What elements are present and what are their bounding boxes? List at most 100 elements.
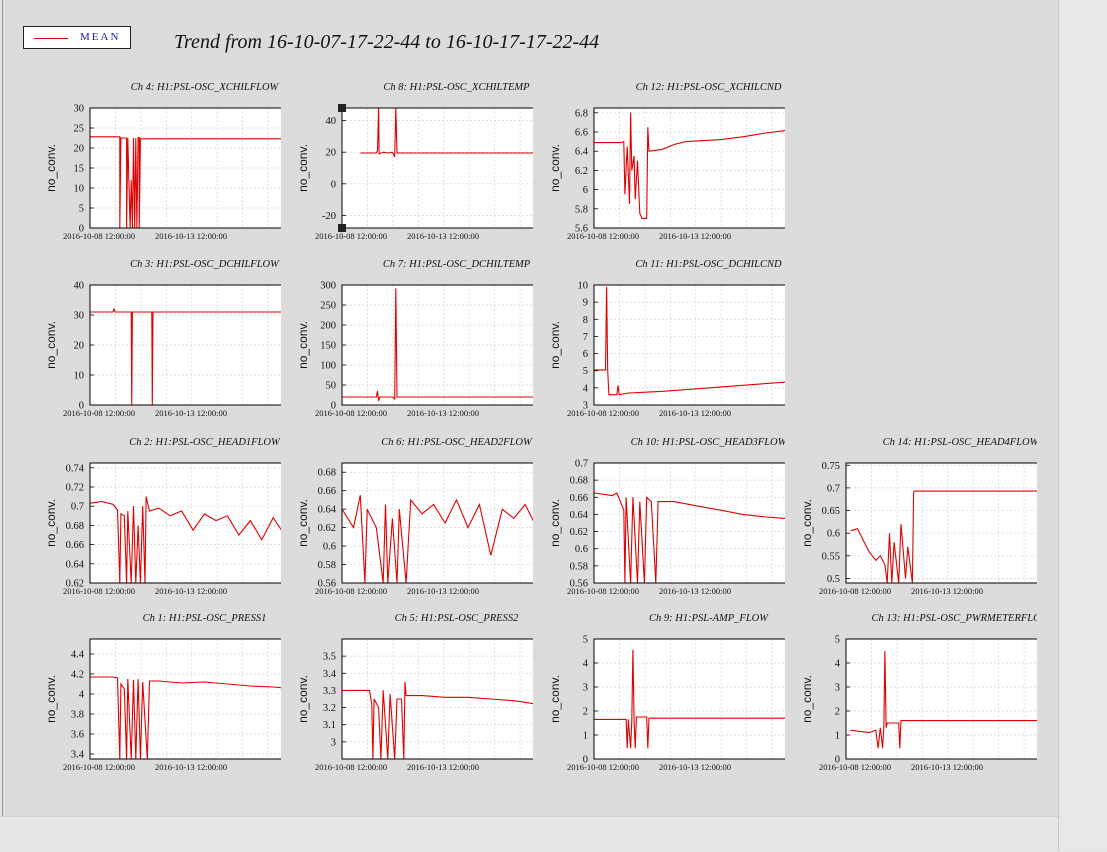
y-tick-label: 150 [320, 341, 336, 352]
plot-frame [341, 284, 533, 406]
chart-panel-ch8[interactable]: Ch 8: H1:PSL-OSC_XCHILTEMP -20 0 20 40 2016-1… [293, 76, 533, 248]
y-tick-label: 0.56 [318, 579, 336, 590]
plot-area [90, 463, 281, 583]
y-tick-label: 7 [583, 332, 588, 343]
y-axis-label: no_conv. [800, 499, 814, 547]
series-line-mean [342, 495, 533, 583]
plot-frame [341, 107, 533, 229]
x-tick-label: 2016-10-08 12:00:00 [63, 586, 135, 596]
x-tick-label: 2016-10-08 12:00:00 [315, 231, 387, 241]
y-tick-label: 1 [583, 731, 588, 742]
series-line-mean [342, 288, 533, 402]
x-tick-label: 2016-10-08 12:00:00 [315, 408, 387, 418]
y-axis-label: no_conv. [548, 675, 562, 723]
chart-panel-ch9: Ch 9: H1:PSL-AMP_FLOW 0 1 2 3 4 5 2016-10-08 12… [548, 613, 785, 772]
y-tick-label: 200 [320, 321, 336, 332]
chart-panel-ch3: Ch 3: H1:PSL-OSC_DCHILFLOW 0 10 20 30 40 2016-… [44, 259, 281, 418]
x-tick-label: 2016-10-08 12:00:00 [63, 762, 135, 772]
bottom-margin [0, 816, 1058, 852]
chart-title: Ch 6: H1:PSL-OSC_HEAD2FLOW [381, 437, 533, 448]
y-tick-label: 6.4 [575, 147, 589, 158]
y-tick-label: 0 [835, 755, 840, 766]
y-tick-label: 0 [583, 755, 588, 766]
y-tick-label: 3.1 [323, 720, 336, 731]
y-axis-label: no_conv. [800, 675, 814, 723]
y-tick-label: 40 [74, 281, 85, 292]
y-tick-label: 0.68 [570, 476, 588, 487]
chart-title: Ch 10: H1:PSL-OSC_HEAD3FLOW [631, 437, 785, 448]
x-tick-label: 2016-10-13 12:00:00 [659, 586, 731, 596]
series-line-mean [342, 681, 533, 759]
y-tick-label: 3 [835, 683, 840, 694]
y-tick-label: 2 [835, 707, 840, 718]
x-tick-label: 2016-10-08 12:00:00 [819, 586, 891, 596]
plot-area [90, 639, 281, 759]
chart-title: Ch 2: H1:PSL-OSC_HEAD1FLOW [129, 437, 281, 448]
series-line-mean [90, 676, 281, 759]
y-tick-label: 3.4 [71, 750, 85, 761]
legend-box: MEAN [23, 26, 131, 49]
y-tick-label: 2 [583, 707, 588, 718]
y-tick-label: 0.58 [318, 560, 336, 571]
y-tick-label: 3 [583, 683, 588, 694]
plot-frame [89, 107, 281, 229]
y-tick-label: 0.7 [827, 483, 840, 494]
y-tick-label: 0.62 [570, 527, 588, 538]
series-line-mean [90, 307, 281, 405]
plot-area [90, 108, 281, 228]
plot-frame [845, 638, 1037, 760]
chart-panel-ch13: Ch 13: H1:PSL-OSC_PWRMETERFLOW 0 1 2 3 4 5 2016… [800, 613, 1037, 772]
y-tick-label: 0.6 [827, 529, 840, 540]
y-axis-label: no_conv. [296, 675, 310, 723]
y-tick-label: 4 [79, 690, 85, 701]
x-tick-label: 2016-10-08 12:00:00 [63, 231, 135, 241]
x-tick-label: 2016-10-08 12:00:00 [315, 762, 387, 772]
chart-panel-ch14: Ch 14: H1:PSL-OSC_HEAD4FLOW 0.5 0.55 0.6 0.6… [800, 437, 1037, 596]
y-tick-label: 40 [326, 116, 337, 127]
y-tick-label: 0.64 [318, 505, 337, 516]
y-tick-label: 0 [79, 224, 84, 235]
selection-handle [338, 104, 346, 112]
y-tick-label: 4 [583, 659, 589, 670]
chart-panel-ch4: Ch 4: H1:PSL-OSC_XCHILFLOW 0 5 10 15 20 25 30 20… [44, 82, 281, 241]
chart-title: Ch 11: H1:PSL-OSC_DCHILCND [635, 259, 782, 270]
y-tick-label: 0.7 [575, 459, 588, 470]
selection-handle [338, 224, 346, 232]
y-tick-label: 0.55 [822, 551, 840, 562]
y-tick-label: 30 [74, 104, 85, 115]
y-tick-label: 6.8 [575, 108, 588, 119]
y-tick-label: 3.2 [323, 703, 336, 714]
y-tick-label: 3.3 [323, 686, 336, 697]
y-tick-label: 15 [74, 164, 85, 175]
legend-label: MEAN [80, 31, 121, 43]
series-line-mean [594, 492, 785, 583]
chart-title: Ch 14: H1:PSL-OSC_HEAD4FLOW [883, 437, 1037, 448]
y-tick-label: 10 [578, 281, 589, 292]
plot-frame [89, 462, 281, 584]
x-tick-label: 2016-10-08 12:00:00 [567, 586, 639, 596]
x-tick-label: 2016-10-08 12:00:00 [567, 762, 639, 772]
y-axis-label: no_conv. [44, 499, 58, 547]
chart-title: Ch 5: H1:PSL-OSC_PRESS2 [395, 613, 519, 624]
y-tick-label: 20 [74, 341, 85, 352]
plot-area [594, 463, 785, 583]
x-tick-label: 2016-10-13 12:00:00 [407, 231, 479, 241]
series-line-mean [850, 490, 1037, 583]
y-tick-label: 3.6 [71, 730, 84, 741]
chart-panel-ch1: Ch 1: H1:PSL-OSC_PRESS1 3.4 3.6 3.8 4 4.2 4.4 2… [44, 613, 281, 772]
y-tick-label: 0.66 [318, 486, 336, 497]
plot-frame [845, 462, 1037, 584]
y-tick-label: 0.58 [570, 561, 588, 572]
y-axis-label: no_conv. [44, 321, 58, 369]
y-tick-label: 5 [835, 635, 840, 646]
y-tick-label: 300 [320, 281, 336, 292]
y-tick-label: 3.5 [323, 652, 336, 663]
y-tick-label: 3.8 [71, 710, 84, 721]
plot-frame [593, 284, 785, 406]
x-tick-label: 2016-10-08 12:00:00 [819, 762, 891, 772]
y-axis-label: no_conv. [296, 321, 310, 369]
chart-title: Ch 9: H1:PSL-AMP_FLOW [649, 613, 769, 624]
plot-area [342, 285, 533, 405]
y-tick-label: 4 [583, 383, 589, 394]
x-tick-label: 2016-10-13 12:00:00 [407, 408, 479, 418]
